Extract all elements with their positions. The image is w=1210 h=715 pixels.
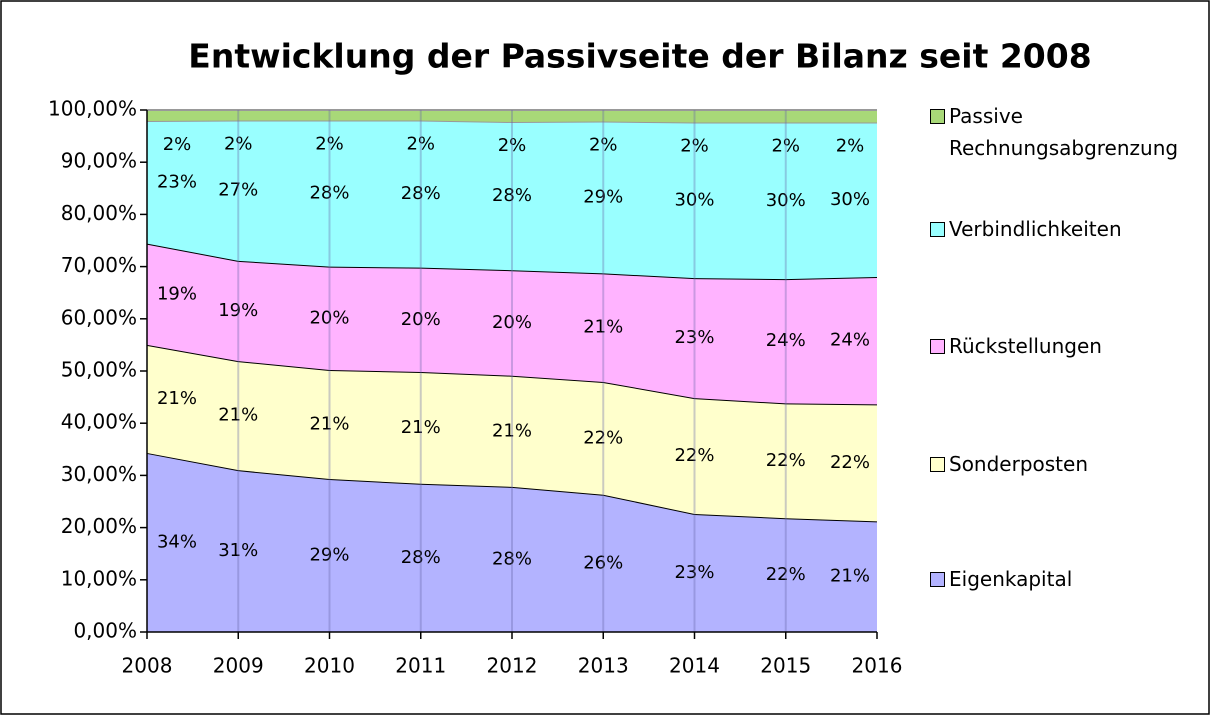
data-label: 28% [492,185,532,206]
x-tick-label: 2012 [487,654,538,678]
data-label: 19% [218,300,258,321]
x-tick-label: 2010 [304,654,355,678]
data-label: 21% [492,420,532,441]
legend-label: Rückstellungen [949,334,1102,358]
data-label: 24% [830,330,870,351]
x-tick-label: 2011 [395,654,446,678]
area [147,120,877,280]
data-label: 21% [830,566,870,587]
y-tick-label: 70,00% [61,253,137,277]
data-label: 34% [157,531,197,552]
x-tick-label: 2015 [760,654,811,678]
y-tick-label: 0,00% [73,619,137,643]
data-label: 31% [218,540,258,561]
y-tick-label: 10,00% [61,566,137,590]
y-tick-label: 90,00% [61,149,137,173]
legend-label: Passive Rechnungsabgrenzung [949,104,1179,160]
y-tick-label: 80,00% [61,201,137,225]
data-label: 28% [401,183,441,204]
legend-swatch [930,109,945,124]
data-label: 19% [157,283,197,304]
data-label: 2% [498,135,527,156]
data-label: 27% [218,180,258,201]
data-label: 23% [674,562,714,583]
data-label: 30% [674,189,714,210]
data-label: 20% [309,307,349,328]
data-label: 20% [401,309,441,330]
y-tick-label: 60,00% [61,305,137,329]
y-tick-label: 50,00% [61,358,137,382]
y-tick-label: 20,00% [61,514,137,538]
data-label: 23% [674,327,714,348]
data-label: 2% [836,136,865,157]
data-label: 22% [830,452,870,473]
legend-label: Eigenkapital [949,567,1073,591]
data-label: 23% [157,171,197,192]
data-label: 26% [583,552,623,573]
data-label: 28% [401,547,441,568]
legend-item: Rückstellungen [930,330,1200,362]
legend-swatch [930,572,945,587]
area [147,243,877,405]
legend-item: Verbindlichkeiten [930,213,1200,245]
data-label: 29% [309,545,349,566]
data-label: 2% [315,133,344,154]
legend-label: Sonderposten [949,452,1089,476]
area [147,110,877,123]
y-tick-label: 100,00% [48,97,137,121]
data-label: 28% [309,183,349,204]
data-label: 22% [766,564,806,585]
data-label: 28% [492,548,532,569]
legend-swatch [930,222,945,237]
chart-title: Entwicklung der Passivseite der Bilanz s… [188,37,1091,76]
data-label: 30% [766,190,806,211]
data-label: 2% [680,136,709,157]
x-tick-label: 2013 [578,654,629,678]
data-label: 29% [583,186,623,207]
data-label: 2% [771,136,800,157]
data-label: 21% [157,388,197,409]
data-label: 21% [218,405,258,426]
x-tick-label: 2009 [213,654,264,678]
data-label: 21% [309,414,349,435]
legend-label: Verbindlichkeiten [949,217,1122,241]
legend-item: Eigenkapital [930,563,1200,595]
data-label: 30% [830,189,870,210]
x-tick-label: 2014 [669,654,720,678]
x-tick-label: 2016 [852,654,903,678]
y-tick-label: 30,00% [61,462,137,486]
legend-item: Sonderposten [930,448,1200,480]
legend-swatch [930,457,945,472]
area [147,452,877,632]
data-label: 22% [766,450,806,471]
area [147,344,877,522]
legend-swatch [930,339,945,354]
y-tick-label: 40,00% [61,410,137,434]
data-label: 2% [224,133,253,154]
legend-item: Passive Rechnungsabgrenzung [930,100,1200,164]
data-label: 21% [583,317,623,338]
x-tick-label: 2008 [122,654,173,678]
data-label: 22% [674,445,714,466]
data-label: 21% [401,417,441,438]
data-label: 2% [406,133,435,154]
data-label: 2% [589,134,618,155]
data-label: 20% [492,312,532,333]
data-label: 2% [163,134,192,155]
data-label: 24% [766,330,806,351]
data-label: 22% [583,427,623,448]
